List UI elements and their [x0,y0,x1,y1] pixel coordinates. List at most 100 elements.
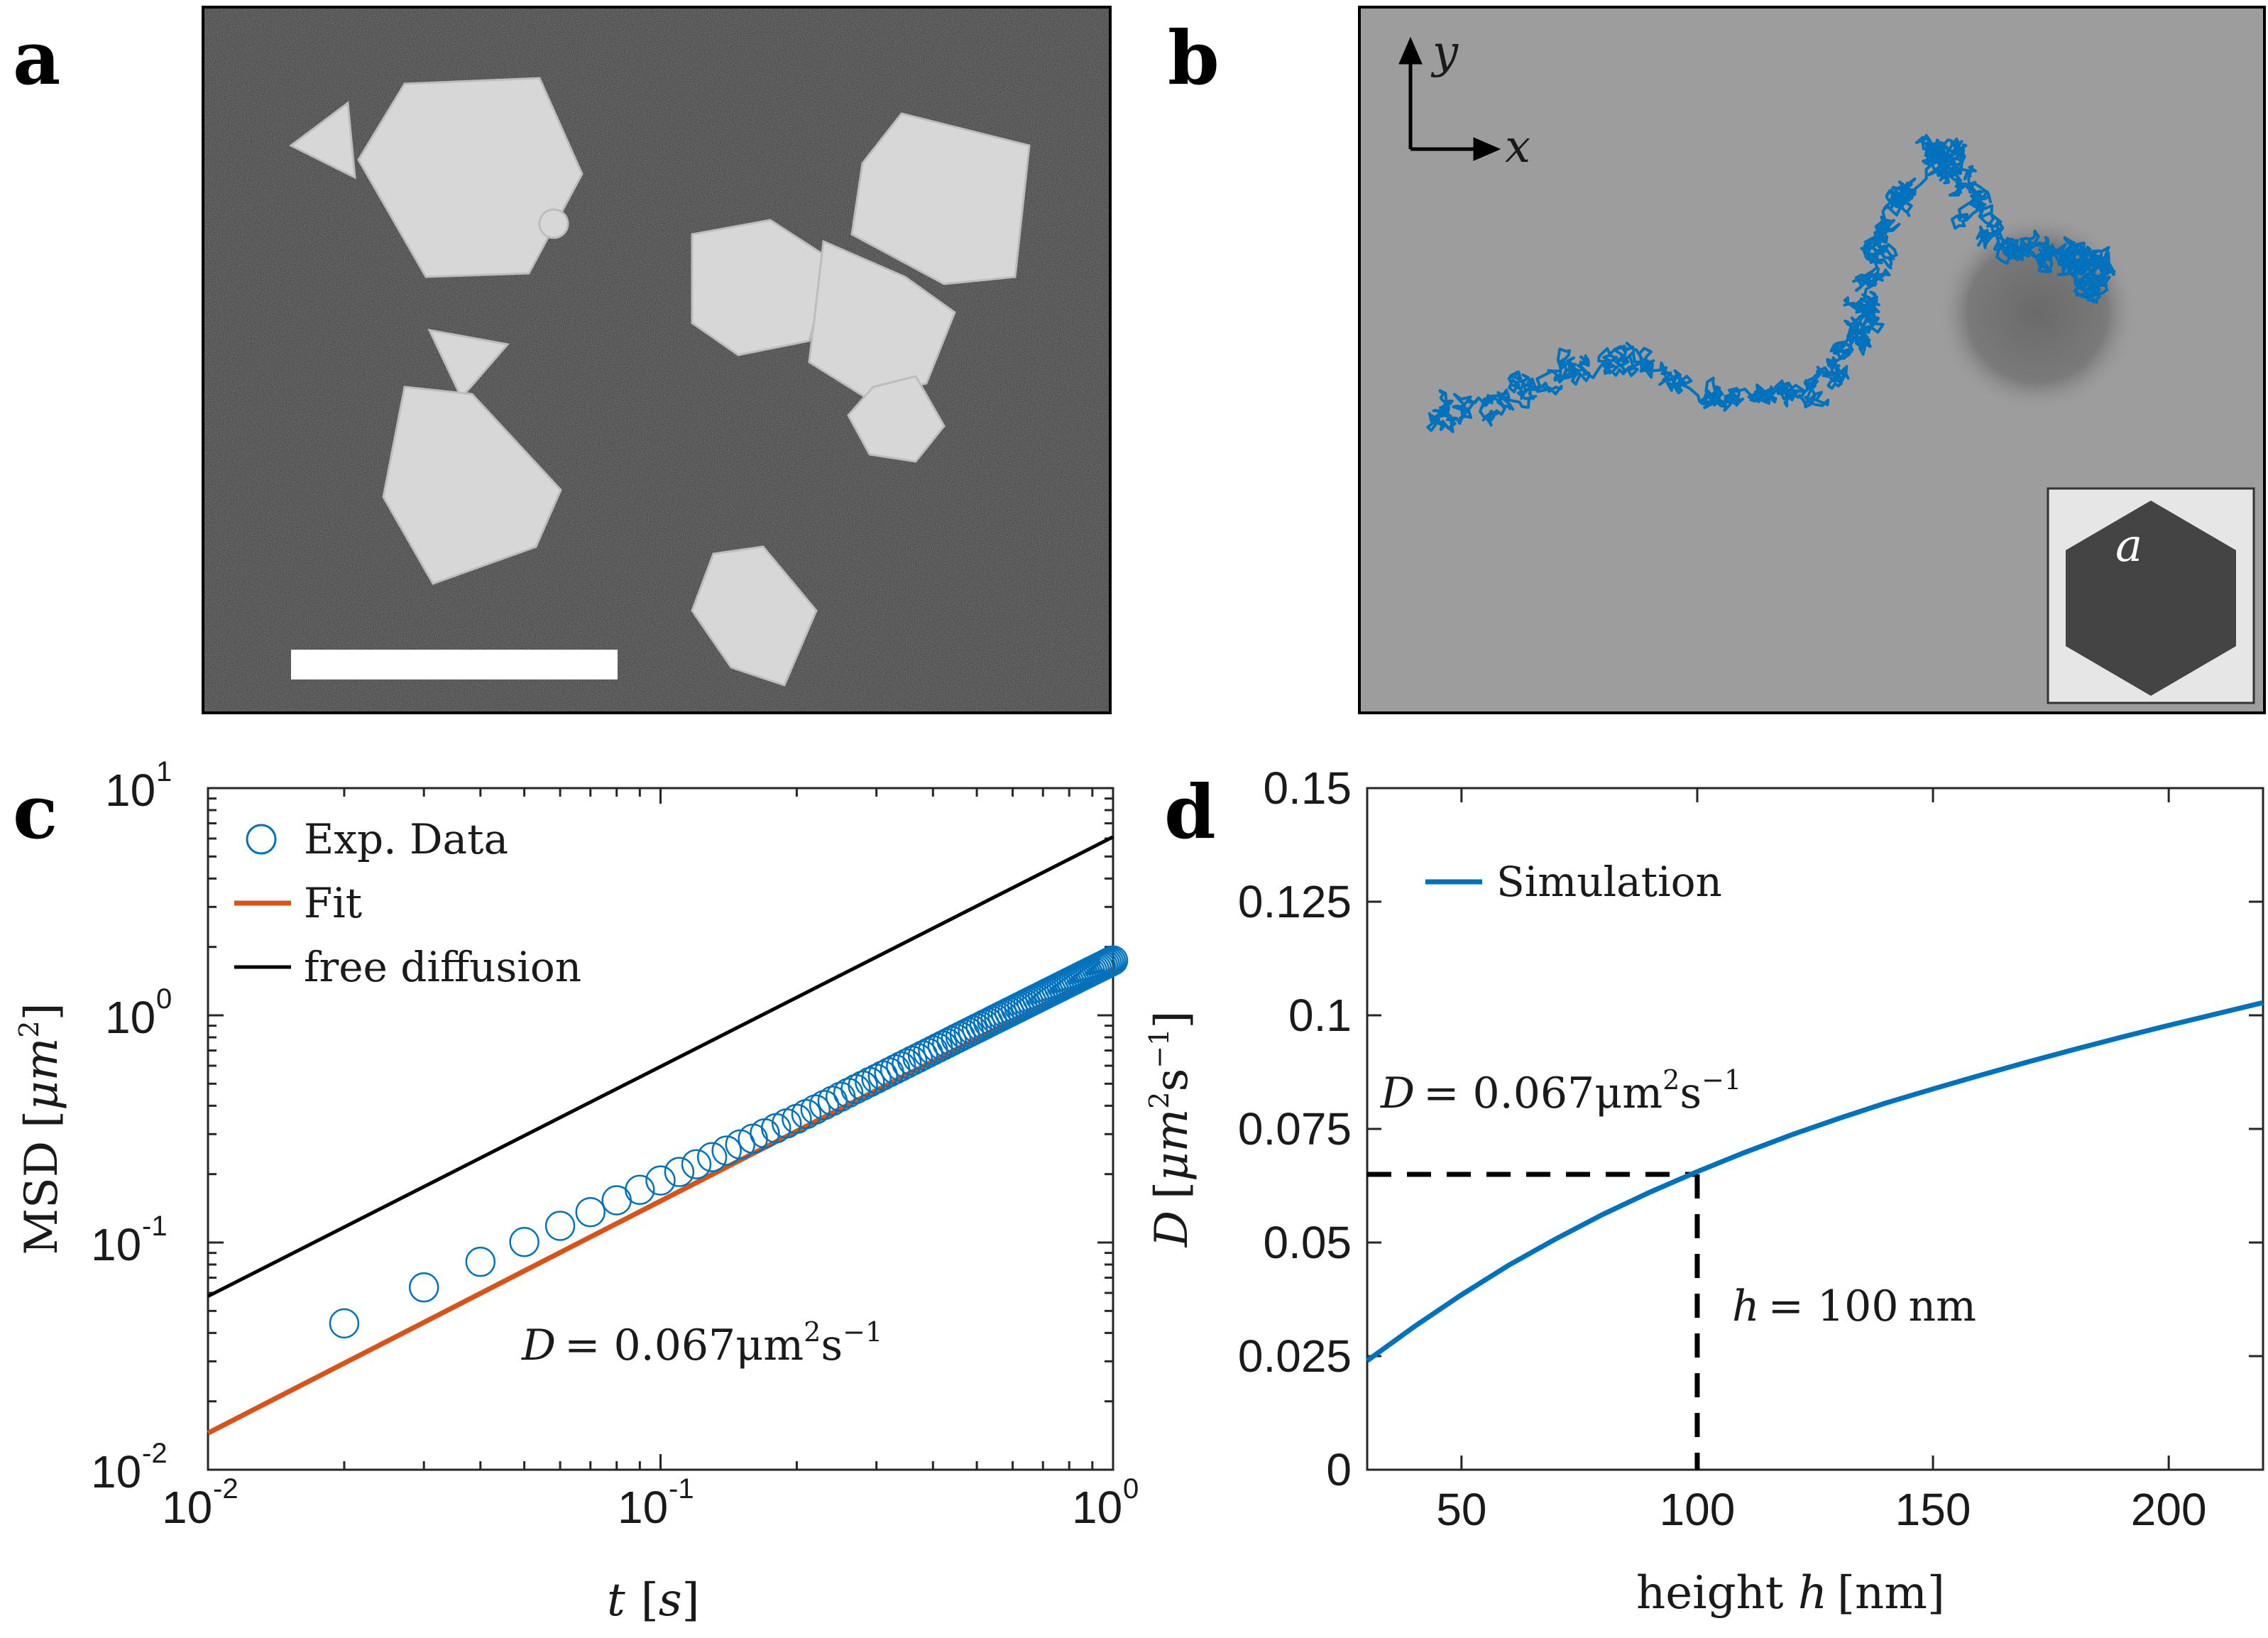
y-tick-exponent: 1 [156,756,172,787]
nanoplate [808,239,956,399]
data-point [840,1074,871,1105]
y-tick-label: 10 [91,1446,141,1497]
micrograph-frame [202,6,1112,714]
data-point [664,1157,695,1187]
series-fit [207,966,1114,1436]
data-point [329,1308,360,1339]
data-point [645,1165,676,1196]
panel-c-letter: c [13,768,57,856]
scale-bar [291,650,618,679]
plot-d-x-label: height h [nm] [1636,1567,1945,1620]
x-tick-label: 10 [618,1482,668,1533]
nanoplate [357,77,584,278]
plot-c-x-label: t [s] [607,1574,700,1627]
y-tick-label: 10 [105,765,155,816]
nanoplate [382,386,562,585]
plot-d-y-tick-labels: 0 0.025 0.05 0.075 0.1 0.125 0.15 [1238,763,1352,1495]
data-point [544,1211,576,1241]
data-point [725,1129,756,1160]
plot-d-annotation-h: h = 100 nm [1732,1282,1976,1331]
legend-label-simulation: Simulation [1496,858,1722,906]
x-tick-label: 50 [1436,1484,1486,1535]
data-point [800,1094,831,1125]
plot-c-y-label: MSD[μm2] [13,1003,68,1255]
y-tick-label: 0.1 [1288,990,1352,1041]
plot-c-annotation: D = 0.067μm2s−1 [521,1316,882,1370]
legend-label-exp-data: Exp. Data [304,815,508,863]
y-tick-label: 0.15 [1263,763,1352,814]
x-tick-label: 10 [1072,1482,1122,1533]
y-tick-label: 0 [1326,1444,1352,1495]
axis-y-label: y [1430,26,1459,79]
series-free-diffusion [207,835,1114,1298]
data-point [711,1135,742,1166]
nanoplate [847,375,946,463]
x-tick-label: 200 [2131,1484,2207,1535]
inset-side-label: a [2115,520,2142,572]
plot-c-x-tick-labels: 10 -2 10 -1 10 0 [162,1473,1139,1533]
x-tick-label: 100 [1660,1484,1736,1535]
legend-marker-exp-data [246,824,277,855]
x-tick-label: 150 [1895,1484,1971,1535]
panel-b-letter: b [1168,14,1220,102]
x-tick-exponent: -1 [669,1473,694,1505]
plot-d-lines [1365,1000,2264,1363]
plot-c-legend: Exp. Data Fit free diffusion [234,815,581,991]
data-point [1097,945,1129,976]
plot-d-annotation-d: D = 0.067μm2s−1 [1380,1064,1741,1118]
y-tick-exponent: -2 [142,1438,168,1469]
xy-axis-indicator [1398,36,1501,161]
plot-d-legend: Simulation [1425,858,1722,906]
y-tick-exponent: 0 [156,983,172,1015]
panel-d: d 50 100 150 200 0 0.025 0.05 0.075 0.1 0.125 0.1… [1144,763,2264,1620]
nanoplate [538,208,569,239]
data-point [809,1090,840,1120]
data-point [509,1227,539,1257]
plot-c-lines [207,835,1114,1436]
nanoplate [691,219,832,356]
data-point [696,1142,728,1173]
data-point [465,1246,496,1277]
panel-a: a [13,6,1112,714]
y-arrowhead-icon [1398,36,1423,65]
plot-d-x-tick-labels: 50 100 150 200 [1436,1484,2206,1535]
y-tick-label: 0.025 [1238,1331,1352,1382]
data-point [575,1196,606,1228]
x-arrowhead-icon [1473,137,1501,161]
legend-label-fit: Fit [304,879,362,927]
panel-b: b y x a [1168,6,2266,714]
y-tick-label: 0.125 [1238,876,1352,927]
data-point [932,1028,963,1059]
data-point [833,1078,864,1108]
y-tick-label: 0.075 [1238,1103,1352,1154]
data-point [681,1149,712,1180]
nanoplate [691,545,818,687]
micrograph-background [203,7,1110,713]
data-point [625,1174,655,1206]
data-point [601,1185,632,1216]
nanoplate [289,101,356,180]
plot-c-markers [329,945,1129,1339]
trajectory-frame [1358,6,2266,714]
series-simulation [1365,1000,2264,1363]
panel-d-letter: d [1164,768,1216,856]
data-point [848,1070,878,1101]
x-tick-label: 10 [162,1482,212,1533]
x-tick-exponent: -2 [213,1473,239,1505]
plot-c-ticks [207,788,1113,1471]
trajectory-path [1426,133,2116,433]
data-point [855,1066,885,1098]
data-point [791,1098,822,1130]
y-tick-label: 10 [105,992,155,1043]
nanoplate [427,329,510,400]
legend-label-free-diffusion: free diffusion [304,943,581,991]
nanoplate [850,112,1031,285]
hexagon-inset-icon [2066,501,2236,696]
y-tick-label: 0.05 [1263,1217,1352,1268]
axis-x-label: x [1505,121,1530,173]
nanoplates [289,77,1031,687]
x-tick-exponent: 0 [1123,1473,1139,1505]
plot-d-reference-lines [1367,1172,1700,1470]
y-tick-label: 10 [91,1219,141,1270]
